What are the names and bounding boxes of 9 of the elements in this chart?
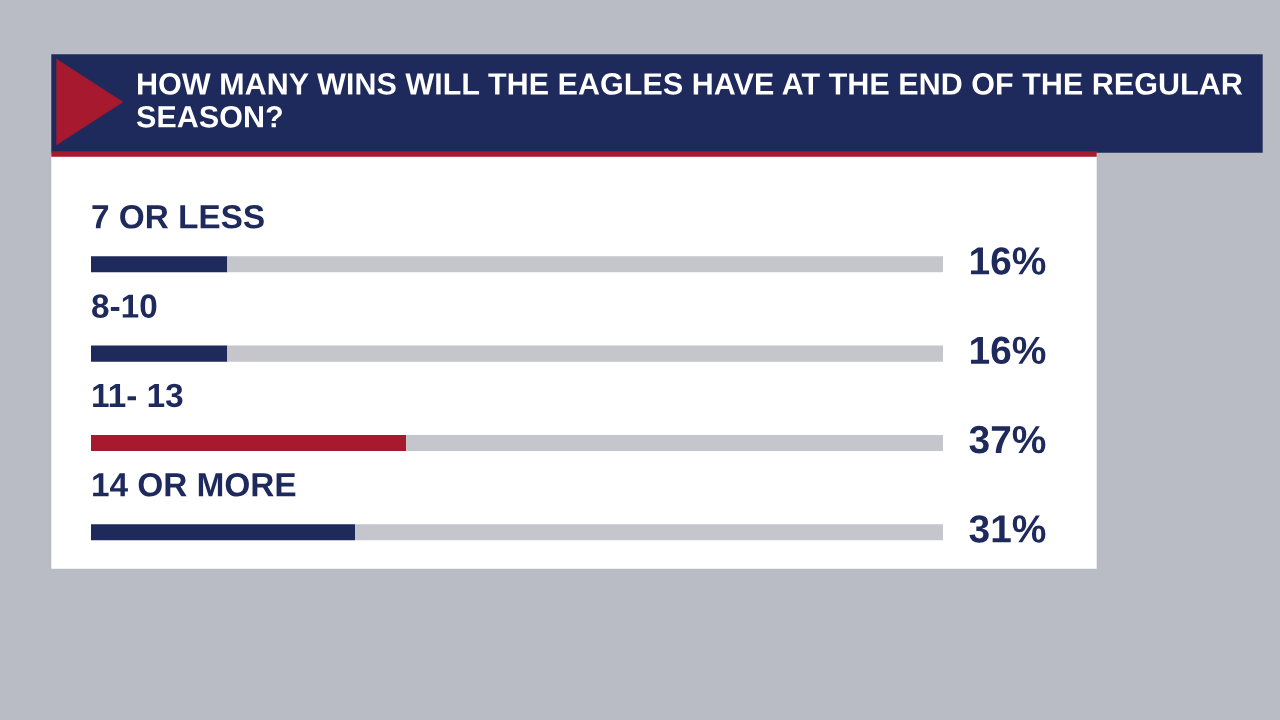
data-label: 16%: [971, 247, 1046, 275]
chart-title: HOW MANY WINS WILL THE EAGLES HAVE AT THE END OF THE REGULAR SEASON?: [136, 73, 1243, 128]
y-tick-label: 8-10: [92, 294, 157, 318]
y-tick-label: 14 OR MORE: [93, 472, 296, 497]
y-tick-label: 7 OR LESS: [92, 205, 264, 229]
y-tick-label: 11- 13: [93, 383, 183, 408]
data-label: 16%: [971, 336, 1046, 365]
data-label: 37%: [969, 425, 1046, 454]
data-label: 31%: [969, 515, 1046, 543]
